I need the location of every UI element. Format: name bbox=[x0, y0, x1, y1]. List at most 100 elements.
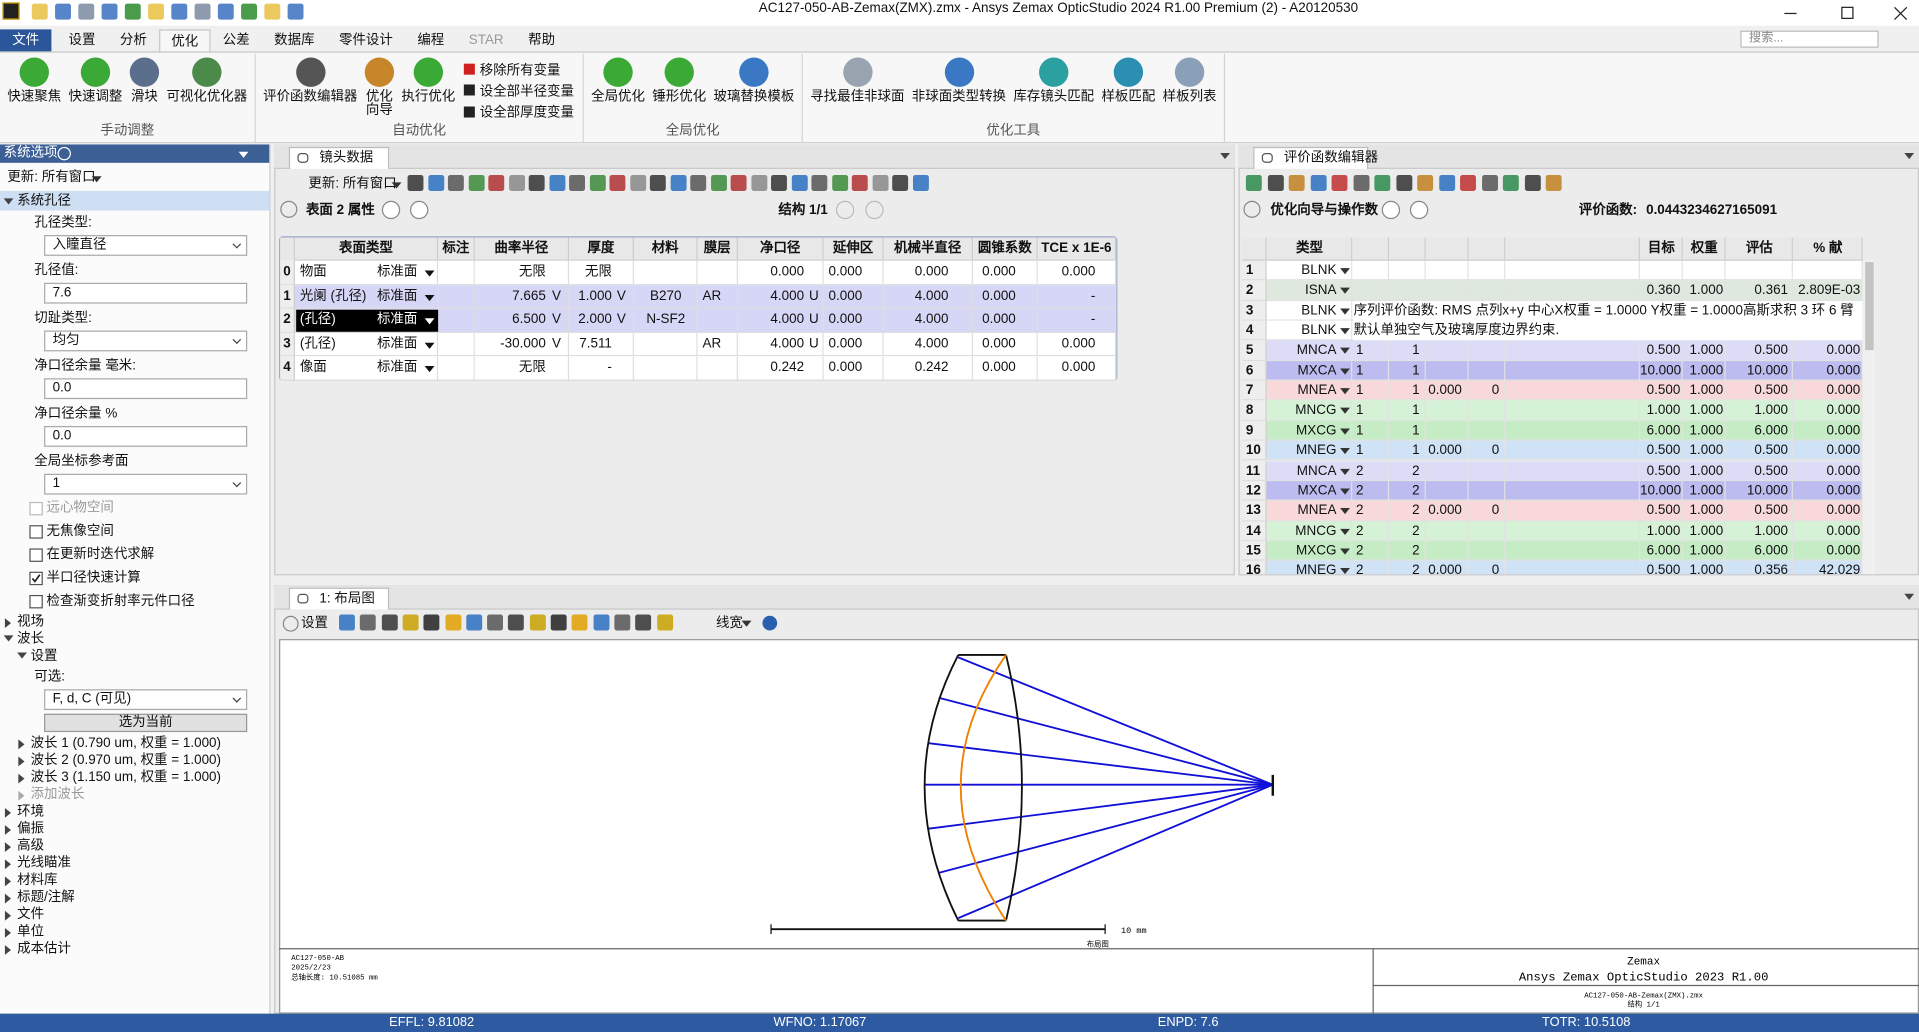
cell[interactable] bbox=[737, 260, 824, 285]
cell[interactable] bbox=[1505, 540, 1640, 561]
cell[interactable] bbox=[1389, 260, 1426, 281]
operand-type[interactable]: MNCA bbox=[1296, 463, 1337, 479]
search-box[interactable]: 搜索... bbox=[1740, 30, 1879, 48]
cell[interactable] bbox=[972, 284, 1038, 309]
cell[interactable] bbox=[1505, 560, 1640, 575]
cell[interactable] bbox=[438, 332, 475, 357]
cell[interactable] bbox=[1389, 460, 1426, 481]
ribbon-button[interactable]: 样板列表 bbox=[1159, 54, 1220, 123]
cell[interactable] bbox=[1389, 360, 1426, 381]
toolbar-icon[interactable] bbox=[831, 175, 848, 191]
ribbon-button[interactable]: 非球面类型转换 bbox=[908, 54, 1010, 123]
cell[interactable] bbox=[1725, 400, 1793, 421]
cell[interactable] bbox=[1266, 320, 1353, 341]
cell[interactable] bbox=[1725, 460, 1793, 481]
cell[interactable] bbox=[1639, 400, 1683, 421]
nav-button[interactable] bbox=[835, 200, 855, 220]
toolbar-icon[interactable] bbox=[447, 175, 464, 191]
cell[interactable] bbox=[633, 332, 698, 357]
cell[interactable] bbox=[1725, 360, 1793, 381]
tree-item[interactable]: 波长 1 (0.790 um, 权重 = 1.000) bbox=[30, 735, 222, 751]
cell[interactable] bbox=[1792, 440, 1863, 461]
surface-type[interactable]: 标准面 bbox=[376, 264, 418, 280]
cell[interactable] bbox=[1468, 380, 1506, 401]
tree-item[interactable]: 标题/注解 bbox=[17, 889, 75, 905]
toolbar-icon[interactable] bbox=[241, 3, 258, 20]
cell[interactable] bbox=[1425, 280, 1469, 301]
toolbar-icon[interactable] bbox=[629, 175, 646, 191]
toolbar-icon[interactable] bbox=[670, 175, 686, 191]
cell[interactable] bbox=[1266, 420, 1353, 441]
toolbar-icon[interactable] bbox=[571, 614, 588, 631]
cell[interactable] bbox=[474, 356, 570, 381]
cell[interactable] bbox=[569, 332, 634, 357]
dropdown[interactable]: 均匀 bbox=[44, 330, 248, 352]
operand-type[interactable]: MNEA bbox=[1297, 383, 1337, 398]
toolbar-icon[interactable] bbox=[529, 614, 546, 631]
toolbar-icon[interactable] bbox=[427, 175, 444, 191]
toolbar-icon[interactable] bbox=[468, 175, 485, 191]
cell[interactable] bbox=[1792, 560, 1863, 575]
checkbox-label[interactable]: 半口径快速计算 bbox=[46, 570, 141, 586]
cell[interactable] bbox=[1682, 400, 1726, 421]
ribbon-button[interactable]: 全局优化 bbox=[587, 54, 648, 123]
cell[interactable] bbox=[1266, 340, 1353, 361]
toolbar-icon[interactable] bbox=[1460, 175, 1476, 191]
menu-tab[interactable]: 数据库 bbox=[274, 33, 315, 48]
tree-item[interactable]: 文件 bbox=[17, 907, 45, 922]
panel-tab[interactable]: 评价函数编辑器 bbox=[1253, 146, 1378, 169]
cell[interactable] bbox=[1505, 520, 1640, 541]
cell[interactable] bbox=[737, 332, 824, 357]
ribbon-button[interactable]: 快速聚焦 bbox=[4, 54, 65, 123]
toolbar-icon[interactable] bbox=[589, 175, 606, 191]
tree-item[interactable]: 单位 bbox=[17, 924, 45, 939]
surface-type[interactable]: 标准面 bbox=[376, 336, 418, 352]
cell[interactable] bbox=[633, 260, 698, 285]
cell[interactable] bbox=[1505, 260, 1640, 281]
cell[interactable] bbox=[1682, 480, 1726, 501]
cell[interactable] bbox=[1425, 340, 1469, 361]
cell[interactable] bbox=[1352, 420, 1390, 441]
cell[interactable] bbox=[1682, 540, 1726, 561]
cell[interactable] bbox=[1468, 460, 1506, 481]
cell[interactable] bbox=[1266, 300, 1353, 321]
toolbar-icon[interactable] bbox=[402, 614, 419, 631]
cell[interactable] bbox=[1352, 440, 1390, 461]
cell[interactable] bbox=[1468, 480, 1506, 501]
cell[interactable] bbox=[1792, 380, 1863, 401]
wizard-label[interactable]: 优化向导与操作数 bbox=[1270, 203, 1379, 218]
cell[interactable] bbox=[737, 356, 824, 381]
checkbox[interactable] bbox=[29, 501, 43, 516]
toolbar-icon[interactable] bbox=[508, 175, 525, 191]
operand-type[interactable]: MNEG bbox=[1296, 563, 1337, 575]
update-select[interactable]: 更新: 所有窗口 bbox=[308, 176, 397, 191]
menu-tab[interactable]: 零件设计 bbox=[339, 33, 393, 48]
toolbar-icon[interactable] bbox=[124, 3, 141, 20]
toolbar-icon[interactable] bbox=[730, 175, 747, 191]
toolbar-icon[interactable] bbox=[1352, 175, 1369, 191]
cell[interactable] bbox=[1425, 440, 1469, 461]
cell[interactable] bbox=[972, 260, 1038, 285]
cell[interactable] bbox=[1389, 440, 1426, 461]
cell[interactable] bbox=[1352, 400, 1390, 421]
cell[interactable] bbox=[1468, 420, 1506, 441]
cell[interactable] bbox=[1266, 560, 1353, 575]
cell[interactable] bbox=[1425, 400, 1469, 421]
cell[interactable] bbox=[1682, 380, 1726, 401]
menu-tab[interactable]: 文件 bbox=[0, 29, 52, 53]
operand-type[interactable]: BLNK bbox=[1301, 263, 1337, 278]
cell[interactable] bbox=[1792, 520, 1863, 541]
cell[interactable] bbox=[1639, 260, 1683, 281]
checkbox-label[interactable]: 远心物空间 bbox=[46, 500, 114, 516]
cell[interactable] bbox=[883, 356, 973, 381]
toolbar-icon[interactable] bbox=[750, 175, 767, 191]
nav-button[interactable] bbox=[381, 200, 401, 220]
cell[interactable] bbox=[1389, 500, 1426, 521]
ribbon-small-button[interactable]: 设全部半径变量 bbox=[463, 80, 574, 101]
tree-item[interactable]: 成本估计 bbox=[17, 941, 71, 957]
ribbon-button[interactable]: 玻璃替换模板 bbox=[710, 54, 798, 123]
toolbar-icon[interactable] bbox=[381, 614, 398, 631]
toolbar-icon[interactable] bbox=[614, 614, 631, 631]
nav-button[interactable] bbox=[1381, 200, 1401, 220]
toolbar-icon[interactable] bbox=[656, 614, 673, 631]
